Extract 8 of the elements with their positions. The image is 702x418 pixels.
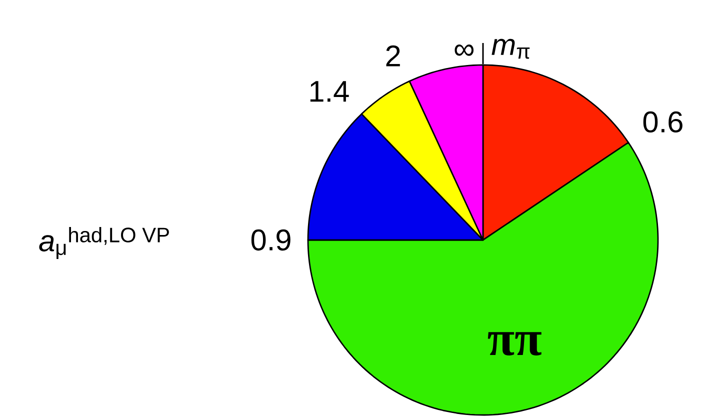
text: ∞ (454, 44, 474, 56)
text: 2 (386, 45, 400, 66)
text: 1.4 (310, 81, 349, 102)
slice-label: ππ (488, 332, 542, 356)
text: a$_{μ}$had,LO VP (39, 227, 169, 259)
text: 0.9 (251, 229, 290, 251)
text: 0.6 (643, 111, 682, 133)
text: m$_{π}$ (492, 38, 530, 59)
